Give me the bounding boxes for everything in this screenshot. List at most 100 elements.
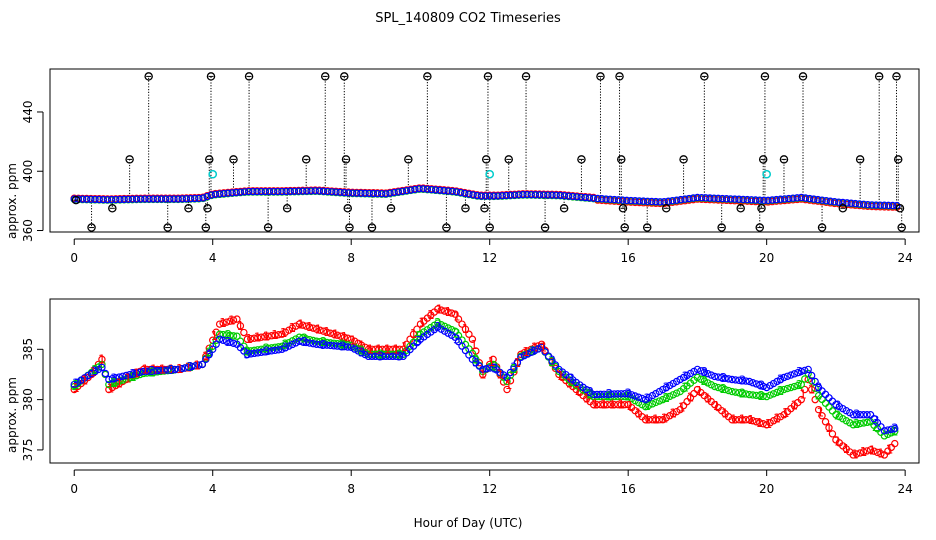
series-3-point (257, 187, 265, 196)
series-3-point (783, 372, 792, 380)
series-1-label: 1 (548, 355, 556, 369)
series-1-label: 1 (271, 328, 279, 342)
series-3-label: 3 (586, 385, 594, 399)
top-panel: 0 4 8 12 16 20 24 360 400 440 approx. ppm (5, 68, 920, 265)
series-3-point (789, 194, 797, 202)
series-3-point (606, 195, 614, 203)
series-3-point (718, 194, 727, 203)
series-3-point (323, 187, 332, 196)
series-1-label: 1 (332, 328, 340, 342)
series-1-point (243, 335, 252, 343)
spike-point (895, 204, 905, 213)
series-3-point (448, 187, 457, 196)
series-3-point (290, 187, 299, 195)
spike-point (244, 72, 254, 81)
series-3-point (600, 390, 608, 398)
series-3-point (153, 195, 162, 203)
series-3-point (249, 187, 257, 196)
series-3-point (326, 341, 335, 350)
series-1-point (797, 395, 805, 404)
series-3-point (125, 370, 134, 379)
series-3-label: 3 (758, 379, 766, 393)
series-3-point (805, 194, 814, 203)
series-1-label: 1 (159, 362, 167, 376)
series-3-label: 3 (605, 387, 613, 401)
series-3-point (182, 195, 191, 203)
series-3-point (288, 340, 297, 349)
series-3-point (702, 194, 710, 202)
series-3-point (745, 377, 754, 386)
series-3-point (624, 389, 632, 398)
series-2-point (749, 391, 757, 399)
top-x-axis: 0 4 8 12 16 20 24 (70, 238, 913, 265)
series-3-point (247, 350, 255, 358)
series-3-point (764, 196, 772, 205)
series-3-point (639, 197, 648, 205)
series-1-point (98, 355, 106, 364)
series-3-point (697, 367, 705, 375)
series-3-point (631, 392, 639, 400)
spike-point (618, 204, 628, 213)
flag-point (485, 169, 495, 179)
series-3-label: 3 (167, 363, 175, 377)
y-tick-label: 375 (21, 438, 35, 461)
spike-point (404, 155, 413, 164)
series-2-point (780, 385, 788, 394)
top-data-points (70, 72, 906, 232)
series-3-point (717, 373, 726, 382)
flag-point (762, 169, 772, 179)
series-3-point (105, 375, 113, 384)
spike-point (755, 223, 764, 232)
series-2-point (295, 333, 303, 341)
series-3-point (264, 347, 272, 356)
series-3-point (70, 195, 78, 203)
flag-point (208, 169, 218, 179)
series-3-point (477, 192, 486, 200)
series-3-point (494, 192, 502, 200)
series-3-point (739, 195, 747, 204)
series-3-point (607, 390, 615, 398)
series-1-label: 1 (687, 391, 695, 405)
spike-point (596, 72, 605, 81)
x-tick-label: 16 (621, 251, 636, 265)
spike-point (206, 72, 216, 81)
series-1-point (849, 451, 857, 459)
series-1-point (607, 400, 615, 409)
series-2-label: 2 (186, 360, 194, 374)
series-1-label: 1 (488, 355, 496, 369)
series-3-point (184, 363, 193, 371)
series-1-point (378, 345, 387, 354)
series-1-label: 1 (834, 434, 842, 448)
series-1-label: 1 (427, 308, 435, 322)
series-2-point (801, 375, 809, 383)
series-1-point (499, 378, 508, 386)
series-3-point (267, 347, 276, 355)
series-1-point (641, 416, 650, 424)
series-1-label: 1 (237, 319, 245, 333)
series-3-point (157, 195, 166, 203)
series-2-point (648, 400, 657, 408)
series-2-point (787, 383, 795, 392)
series-1-label: 1 (185, 360, 193, 374)
series-3-point (887, 425, 896, 433)
series-3-point (851, 199, 859, 208)
series-1-label: 1 (410, 327, 418, 341)
series-1-point (489, 355, 497, 364)
series-3-point (419, 185, 427, 193)
series-3-label: 3 (91, 364, 99, 378)
series-3-label: 3 (205, 347, 213, 361)
series-3-point (285, 342, 293, 350)
series-3-point (693, 193, 702, 202)
series-3-point (299, 187, 307, 195)
series-3-point (174, 195, 182, 203)
series-3-point (112, 374, 120, 382)
series-3-point (328, 188, 336, 196)
spike-point (203, 204, 212, 213)
y-tick-label: 400 (21, 160, 35, 183)
series-1-label: 1 (462, 322, 470, 336)
series-1-point (226, 317, 234, 325)
series-3-point (101, 369, 110, 378)
series-3-point (224, 189, 232, 197)
series-3-point (305, 339, 314, 347)
series-3-point (215, 190, 224, 198)
